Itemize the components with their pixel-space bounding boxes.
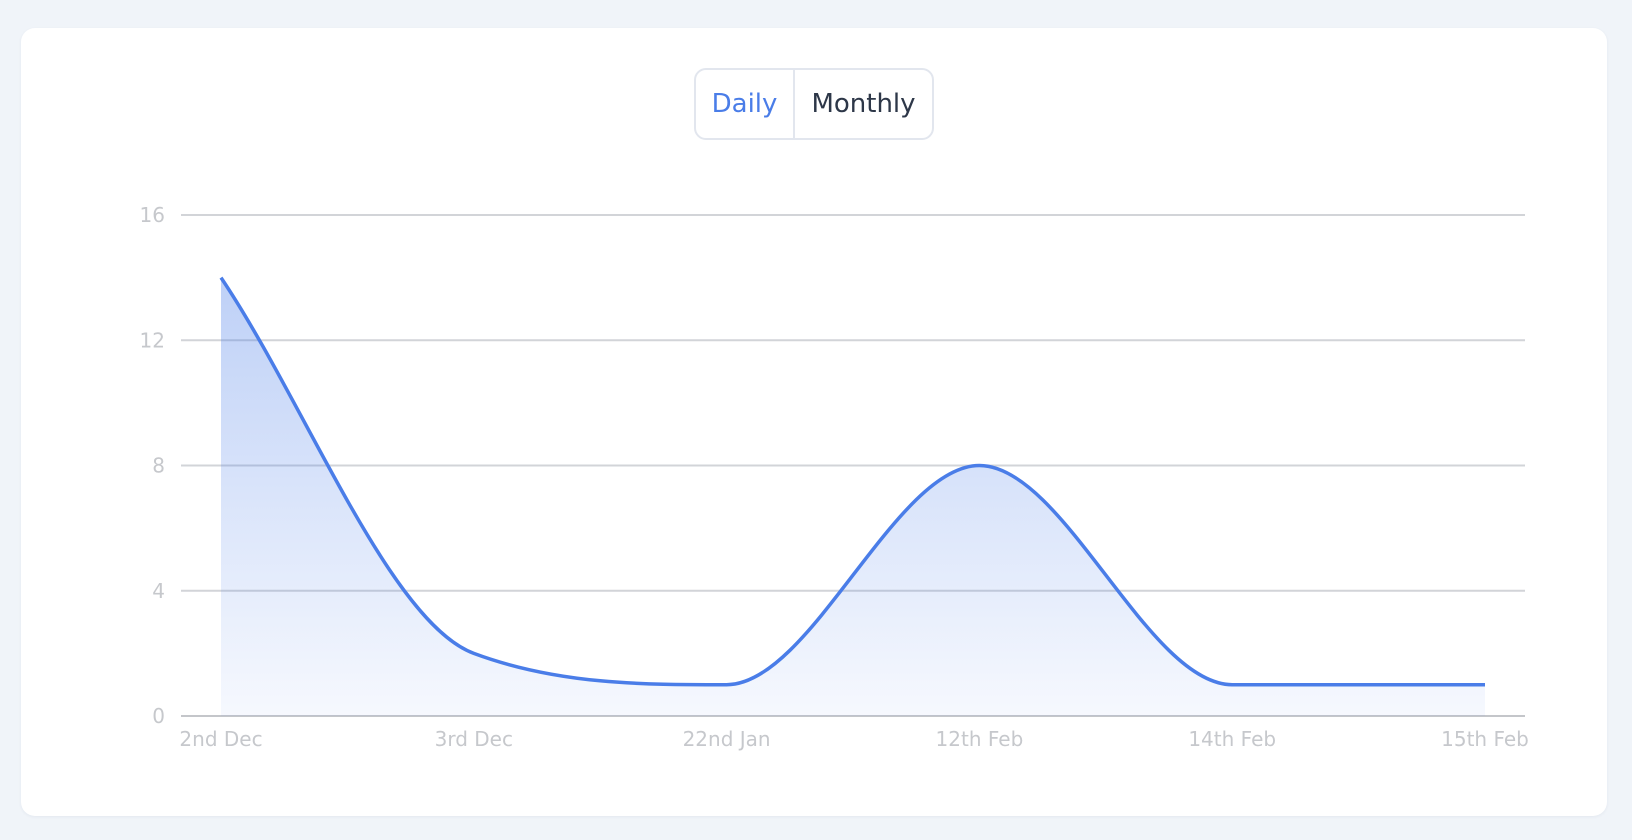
y-tick-label: 4 [152,579,165,603]
y-tick-label: 16 [140,203,165,227]
x-tick-label: 14th Feb [1188,727,1276,751]
toggle-divider [793,70,795,138]
daily-toggle-button[interactable]: Daily [711,89,778,119]
x-tick-label: 12th Feb [936,727,1024,751]
y-tick-label: 12 [140,328,165,352]
y-axis-ticks: 0 4 8 12 16 [140,203,165,728]
x-axis-ticks: 2nd Dec 3rd Dec 22nd Jan 12th Feb 14th Feb 15… [179,727,1528,751]
x-tick-label: 15th Feb [1441,727,1529,751]
y-tick-label: 0 [152,704,165,728]
period-toggle: Daily Monthly [694,68,934,140]
series-area [221,277,1485,716]
series-line [219,276,1485,687]
x-tick-label: 2nd Dec [179,727,262,751]
series-layer [219,276,1485,716]
y-tick-label: 8 [152,454,165,478]
x-tick-label: 22nd Jan [683,727,771,751]
x-tick-label: 3rd Dec [435,727,513,751]
monthly-toggle-button[interactable]: Monthly [811,89,916,119]
